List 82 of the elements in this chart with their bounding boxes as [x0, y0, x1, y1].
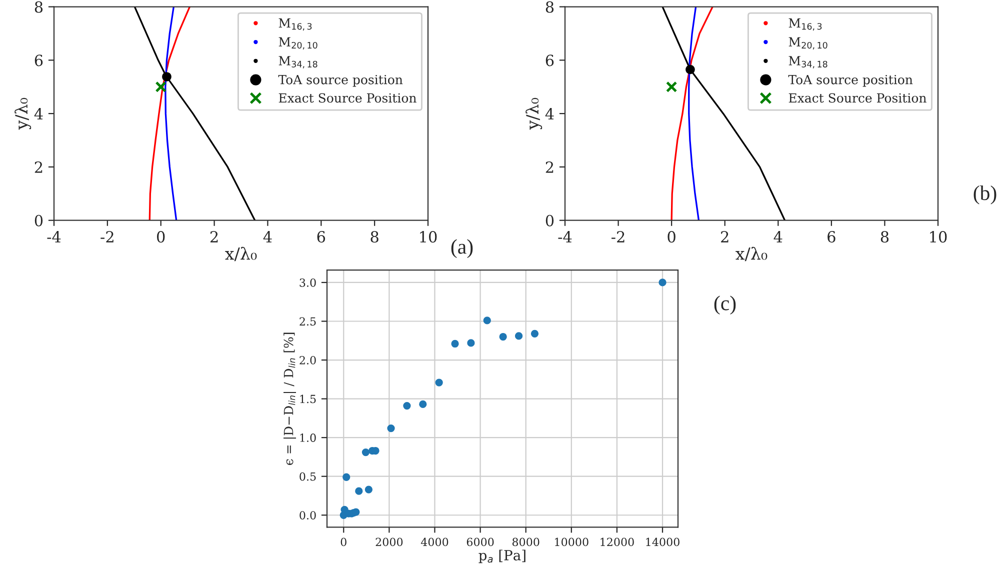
text: (b): [974, 185, 996, 204]
point: [499, 332, 507, 341]
legend-label: Exact Source Position: [278, 93, 416, 103]
legend-label: M$_{16,3}$: [278, 18, 312, 31]
x-tick-label: 6: [317, 231, 326, 243]
y-tick-label: 1.0: [300, 434, 316, 442]
point: [364, 486, 373, 494]
legend-label: M$_{16,3}$: [788, 18, 822, 31]
point: [355, 487, 363, 495]
x-tick-label: 8: [880, 231, 889, 243]
y-tick-label: 8: [546, 1, 554, 13]
x-tick-label: 10000: [555, 538, 588, 546]
x-axis-title: x/λ₀: [225, 246, 257, 262]
y-tick-label: 6: [546, 54, 554, 66]
x-tick-label: 10: [420, 231, 437, 243]
y-tick-label: 0.0: [300, 511, 316, 520]
y-tick-label: 4: [545, 108, 554, 120]
legend-label: ToA source position: [788, 74, 913, 87]
point: [530, 330, 539, 338]
y-tick-label: 2.5: [300, 317, 316, 326]
x-tick-label: 14000: [646, 538, 680, 546]
y-tick-label: 4: [34, 108, 43, 120]
line-series: [688, 6, 700, 220]
y-tick-label: 0: [546, 214, 554, 226]
x-tick-label: 4000: [420, 538, 448, 546]
x-axis-title: x/λ₀: [736, 246, 768, 262]
x-tick-label: 2: [210, 231, 218, 242]
y-tick-label: 2: [34, 161, 42, 173]
point: [419, 400, 427, 408]
x-tick-label: 10: [930, 231, 947, 243]
x-tick-label: 6: [828, 231, 836, 243]
y-tick-label: 1.5: [300, 394, 316, 404]
y-tick-label: 0.5: [300, 472, 316, 481]
x-tick-label: 8: [370, 231, 378, 243]
x-tick-label: 8000: [512, 538, 540, 546]
legend-label: M$_{34,18}$: [278, 56, 318, 68]
line-series: [148, 6, 191, 220]
y-axis-title: y/λ₀: [526, 98, 542, 130]
x-tick-label: 0: [340, 538, 346, 546]
y-axis-title: ϵ = |D−D$_{lin}$| / D$_{lin}$ [%]: [284, 332, 296, 465]
x-tick-label: 0: [157, 231, 165, 243]
x-tick-label: -4: [558, 231, 572, 242]
point: [483, 316, 491, 324]
x-tick-label: 2: [721, 231, 728, 242]
point: [467, 339, 475, 347]
x-tick-label: 12000: [600, 538, 634, 546]
x-tick-label: 4: [774, 231, 782, 242]
x-tick-label: 0: [668, 231, 676, 243]
y-tick-label: 6: [34, 54, 43, 66]
line-series: [164, 6, 178, 220]
y-tick-label: 0: [34, 214, 43, 226]
x-tick-label: -4: [47, 231, 61, 242]
text: (c): [714, 296, 736, 315]
x-tick-label: 6000: [466, 538, 494, 546]
x-axis-title: p$_{a}$ [Pa]: [478, 550, 526, 564]
point: [387, 424, 395, 432]
y-axis-title: y/λ₀: [14, 98, 32, 130]
line-series: [134, 6, 256, 220]
legend-label: M$_{20,10}$: [788, 37, 828, 50]
legend-label: M$_{34,18}$: [788, 56, 828, 68]
point: [514, 332, 523, 340]
text: (a): [451, 239, 473, 258]
point: [342, 473, 350, 481]
legend-label: M$_{20,10}$: [278, 37, 318, 50]
point: [403, 402, 411, 410]
y-tick-label: 2: [546, 161, 554, 173]
point: [658, 278, 666, 286]
x-tick-label: 4: [263, 231, 272, 242]
x-tick-label: -2: [100, 231, 114, 242]
x-tick-label: 2000: [376, 538, 403, 546]
x-tick-label: -2: [612, 231, 624, 242]
y-tick-label: 8: [34, 1, 43, 13]
legend-label: ToA source position: [278, 74, 403, 87]
point: [352, 508, 360, 516]
point: [451, 340, 459, 348]
line-series: [662, 6, 786, 220]
line-series: [670, 6, 714, 220]
y-tick-label: 2.0: [300, 356, 316, 364]
y-tick-label: 3.0: [300, 278, 316, 287]
point: [435, 378, 443, 386]
legend-label: Exact Source Position: [788, 93, 926, 103]
point: [362, 448, 370, 456]
